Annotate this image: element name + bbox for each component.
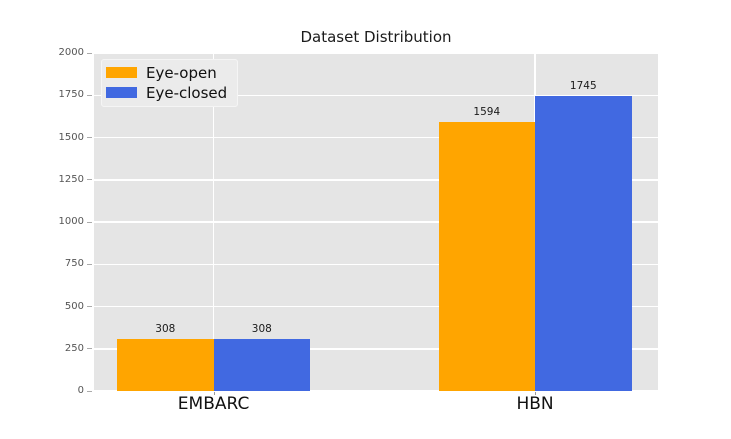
bar-value-label: 1745: [569, 80, 597, 93]
y-gridline: [94, 179, 658, 181]
y-tick-mark: [87, 179, 92, 181]
y-tick-label: 0: [77, 385, 84, 396]
legend-label: Eye-closed: [146, 83, 228, 102]
bar-eye-closed-embarc: [213, 338, 311, 391]
bar-value-label: 308: [251, 322, 272, 335]
y-tick-mark: [87, 348, 92, 350]
legend-item: Eye-open: [106, 63, 227, 82]
y-gridline: [94, 305, 658, 308]
x-gridline: [212, 53, 215, 391]
y-tick-label: 500: [64, 300, 84, 312]
y-gridline: [94, 221, 658, 223]
y-tick-label: 250: [64, 342, 84, 354]
y-tick-label: 1000: [58, 216, 84, 227]
y-gridline: [94, 52, 658, 54]
legend-swatch-eye-open: [106, 67, 137, 78]
y-tick-mark: [87, 221, 92, 223]
x-tick-mark: [213, 391, 215, 395]
y-tick-mark: [87, 306, 92, 307]
y-tick-mark: [87, 52, 92, 54]
y-gridline: [94, 136, 658, 139]
y-tick-label: 1500: [58, 131, 84, 143]
y-gridline: [94, 94, 658, 96]
bar-eye-open-embarc: [117, 338, 214, 391]
bar-eye-open-hbn: [438, 121, 536, 391]
y-tick-label: 750: [64, 258, 84, 270]
y-tick-label: 1750: [58, 89, 84, 101]
y-gridline: [94, 263, 658, 265]
chart-title: Dataset Distribution: [300, 28, 452, 46]
legend-swatch-eye-closed: [106, 87, 137, 98]
x-tick-mark: [535, 391, 537, 395]
bar-value-label: 1594: [473, 105, 501, 118]
y-tick-mark: [87, 390, 92, 392]
legend: Eye-open Eye-closed: [101, 59, 239, 107]
legend-label: Eye-open: [146, 63, 217, 82]
y-tick-mark: [87, 137, 92, 138]
x-tick-label: HBN: [516, 394, 554, 414]
y-tick-label: 2000: [58, 47, 84, 58]
bar-value-label: 308: [155, 322, 176, 335]
y-tick-label: 1250: [58, 173, 84, 185]
x-tick-label: EMBARC: [177, 394, 250, 414]
legend-item: Eye-closed: [106, 83, 228, 102]
y-tick-mark: [87, 94, 92, 96]
bar-eye-closed-hbn: [535, 96, 632, 391]
y-tick-mark: [87, 263, 92, 265]
y-gridline: [94, 390, 658, 392]
plot-area: 308 1594 308 1745: [94, 52, 658, 392]
y-gridline: [94, 348, 658, 350]
